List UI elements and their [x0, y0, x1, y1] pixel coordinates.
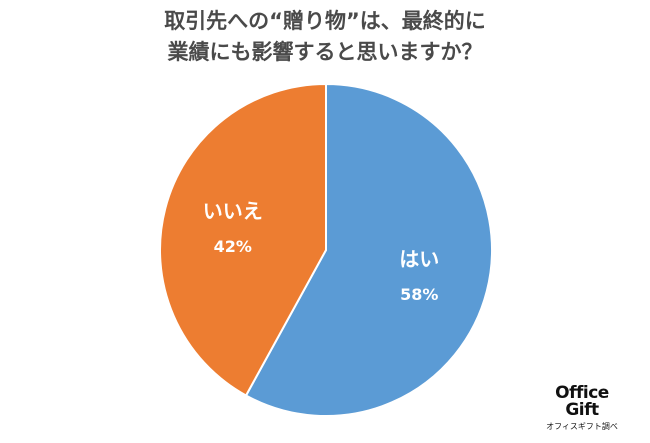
pie-slice-1-value-label: 42%	[214, 237, 252, 256]
pie-slice-0-value-label: 58%	[400, 285, 438, 304]
pie-slice-0	[245, 83, 493, 417]
chart-title: 取引先への“贈り物”は、最終的に 業績にも影響すると思いますか？	[0, 6, 650, 68]
chart-title-line-2: 業績にも影響すると思いますか？	[167, 40, 483, 64]
brand-line-1: Office	[555, 383, 609, 403]
pie-slice-0-label: はい	[399, 247, 439, 271]
office-gift-logo: Office Gift オフィスギフト調べ	[542, 385, 622, 433]
pie-slice-1	[159, 83, 327, 397]
brand-source-note: オフィスギフト調べ	[546, 422, 618, 431]
pie-slice-1-label: いいえ	[203, 199, 263, 223]
brand-line-2: Gift	[565, 400, 599, 420]
chart-title-line-1: 取引先への“贈り物”は、最終的に	[164, 9, 486, 33]
